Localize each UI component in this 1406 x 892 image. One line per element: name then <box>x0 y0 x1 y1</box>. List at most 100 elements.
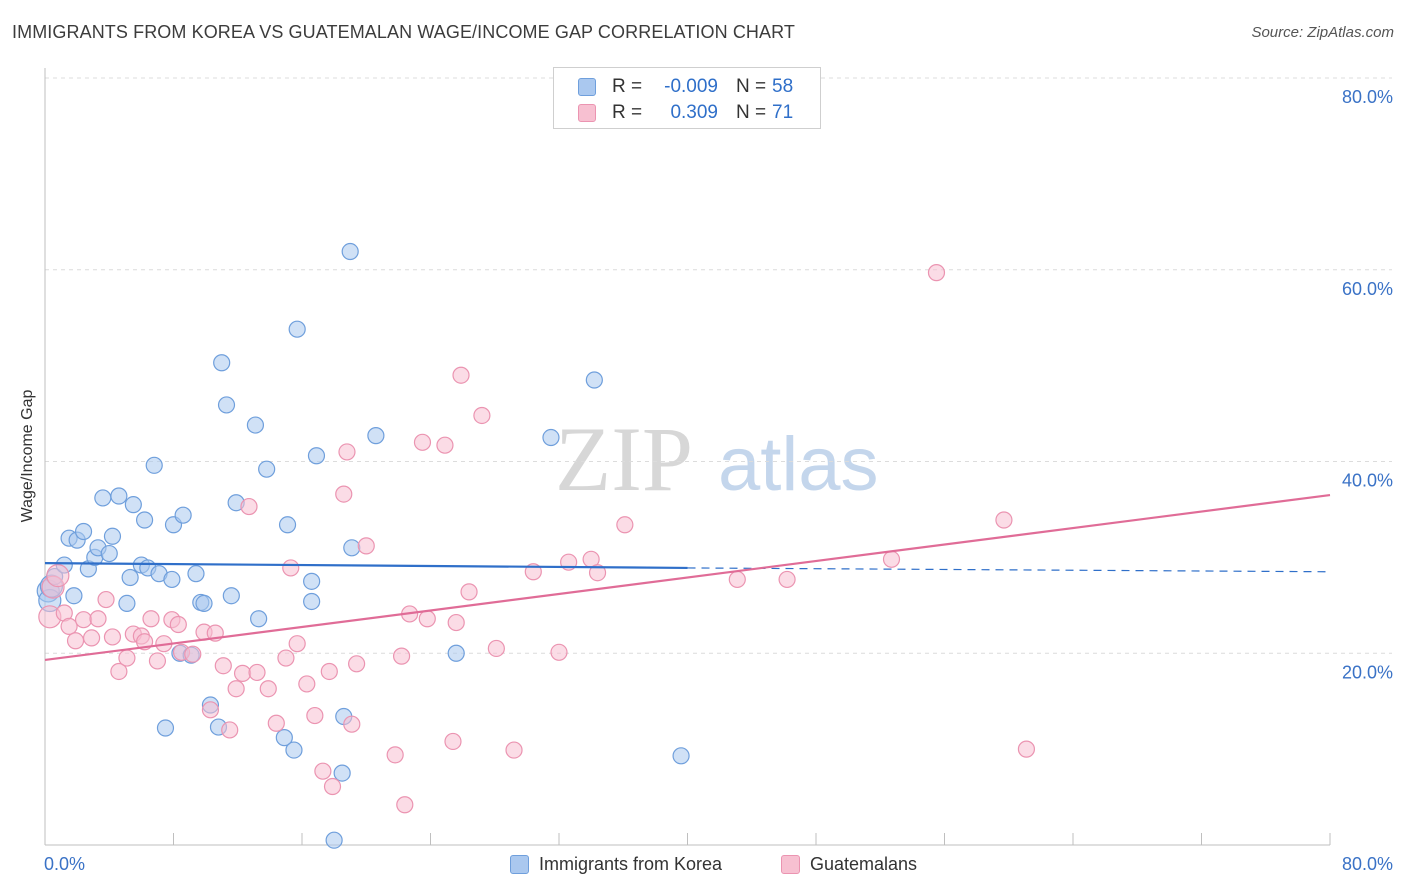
guatemalan-point <box>306 706 324 725</box>
guatemalan-point <box>335 485 353 503</box>
korea-point <box>258 460 276 478</box>
korea-point <box>110 487 128 505</box>
guatemalan-point <box>214 657 232 675</box>
korea-point <box>187 565 205 583</box>
guatemalan-point <box>46 563 70 588</box>
korea-point <box>174 506 192 524</box>
korea-point <box>163 570 181 589</box>
guatemalan-point <box>588 564 607 582</box>
guat-r-label: R = <box>612 102 643 123</box>
watermark-zip: ZIP <box>555 408 693 510</box>
korea-point <box>195 594 213 612</box>
guatemalan-point <box>233 664 252 682</box>
guatemalan-point <box>259 680 277 698</box>
korea-point <box>74 522 93 541</box>
x-tick-label-max: 80.0% <box>1342 854 1393 874</box>
korea-point <box>246 416 265 434</box>
y-tick-label: 60.0% <box>1342 279 1393 299</box>
watermark: ZIP atlas <box>555 408 879 510</box>
guatemalan-point <box>320 662 338 681</box>
legend-row-korea: R = -0.009 N = 58 <box>578 74 793 100</box>
korea-point <box>213 354 231 372</box>
korea-point <box>100 544 118 563</box>
guatemalan-point <box>995 511 1013 529</box>
guatemalan-point <box>396 796 414 814</box>
guatemalan-point <box>505 741 523 759</box>
korea-point <box>217 396 236 414</box>
korea-point <box>275 729 293 747</box>
guatemalan-point <box>616 516 634 534</box>
korea-point <box>156 719 175 737</box>
korea-point <box>94 489 112 507</box>
korea-point <box>542 428 560 447</box>
y-tick-label: 80.0% <box>1342 87 1393 107</box>
korea-point <box>222 587 240 605</box>
korea-r-value: -0.009 <box>664 76 718 97</box>
guatemalan-point <box>452 366 470 384</box>
guatemalan-point <box>487 639 505 658</box>
guatemalan-point <box>413 433 432 451</box>
trend-lines <box>44 493 1331 662</box>
guatemalan-point <box>169 615 187 634</box>
guatemalan-point <box>348 655 366 673</box>
korea-point <box>303 572 321 590</box>
korea-point <box>341 242 359 261</box>
watermark-atlas: atlas <box>718 422 879 507</box>
korea-point <box>672 747 690 765</box>
guat-r-value: 0.309 <box>670 102 718 123</box>
tick-labels: 20.0% 40.0% 60.0% 80.0% 0.0% 80.0% <box>44 87 1393 874</box>
guatemalan-point <box>323 777 342 796</box>
guatemalan-point <box>386 746 404 764</box>
bottom-legend-korea: Immigrants from Korea <box>510 852 722 876</box>
korea-trend-extension <box>687 567 1331 573</box>
guatemalan-point <box>357 537 375 555</box>
guatemalan-point <box>343 715 361 733</box>
guatemalan-point <box>473 406 491 425</box>
guatemalan-point <box>103 628 122 646</box>
guat-n-label: N = <box>736 102 767 123</box>
guatemalan-point <box>728 570 746 589</box>
korea-point <box>303 592 321 611</box>
korea-n-value: 58 <box>772 76 794 97</box>
bottom-guat-label: Guatemalans <box>810 853 918 874</box>
guatemalan-point <box>882 550 901 568</box>
guatemalan-point <box>110 662 128 681</box>
guatemalan-point <box>82 629 101 647</box>
korea-point <box>333 764 351 782</box>
korea-n-label: N = <box>736 76 767 97</box>
guatemalan-point <box>1017 740 1036 758</box>
axes <box>44 68 1331 846</box>
guatemalan-point <box>447 613 465 632</box>
korea-point <box>447 644 465 662</box>
korea-point <box>135 511 154 529</box>
chart-title: IMMIGRANTS FROM KOREA VS GUATEMALAN WAGE… <box>12 22 795 42</box>
guatemalan-point <box>60 617 78 636</box>
korea-point <box>118 594 136 612</box>
korea-point <box>103 527 122 545</box>
guatemalan-point <box>282 559 300 577</box>
guat-n-value: 71 <box>772 102 794 123</box>
guatemalan-point <box>97 590 115 609</box>
bottom-legend-guatemalans: Guatemalans <box>781 852 917 876</box>
guatemalan-point <box>314 762 332 780</box>
guatemalan-point <box>778 570 796 589</box>
korea-point <box>325 831 343 849</box>
korea-trend-line <box>44 562 688 570</box>
source-label: Source: ZipAtlas.com <box>1251 24 1394 41</box>
y-tick-label: 20.0% <box>1342 662 1393 682</box>
guatemalan-point <box>240 497 258 516</box>
x-tick-label-min: 0.0% <box>44 854 85 874</box>
korea-point <box>250 610 268 628</box>
guatemalan-point <box>227 680 245 698</box>
bottom-korea-swatch <box>510 854 529 874</box>
guatemalan-point <box>392 647 411 665</box>
guatemalan-point <box>444 732 462 751</box>
korea-point <box>585 371 603 389</box>
guatemalan-point <box>436 436 454 454</box>
korea-point <box>285 741 303 759</box>
y-tick-label: 40.0% <box>1342 471 1393 491</box>
guatemalan-point <box>927 264 946 282</box>
y-axis-label: Wage/Income Gap <box>19 389 36 523</box>
korea-point <box>121 568 139 587</box>
guatemalan-point <box>201 701 220 719</box>
